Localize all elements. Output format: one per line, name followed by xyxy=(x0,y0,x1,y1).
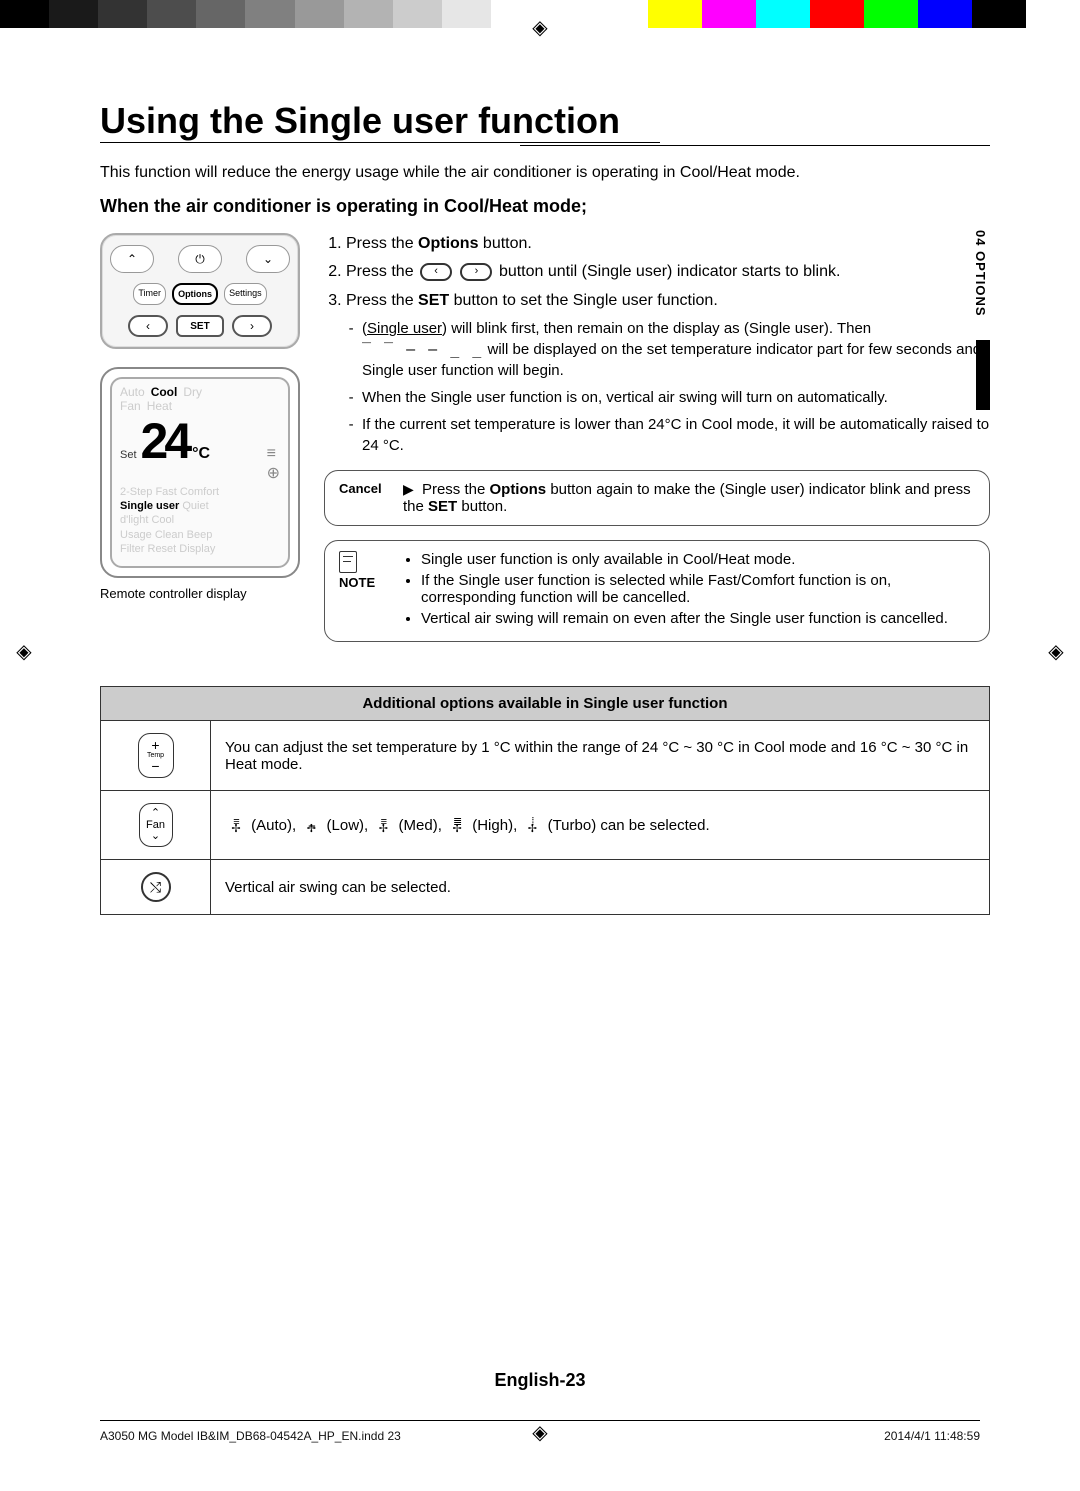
remote-power-icon: ⏻ xyxy=(178,245,222,273)
step-1: Press the Options button. xyxy=(346,233,990,255)
remote-settings-button: Settings xyxy=(224,283,267,305)
remote-down-icon: ⌄ xyxy=(246,245,290,273)
footer-timestamp: 2014/4/1 11:48:59 xyxy=(884,1429,980,1443)
subheading: When the air conditioner is operating in… xyxy=(100,196,990,217)
temperature-unit: °C xyxy=(192,445,210,463)
single-user-indicator: Single user xyxy=(120,500,179,512)
nav-right-icon: › xyxy=(232,315,272,337)
set-button: SET xyxy=(176,315,224,337)
section-tab: 04 OPTIONS xyxy=(973,230,988,317)
note-item: Vertical air swing will remain on even a… xyxy=(421,610,975,627)
temperature-value: 24 xyxy=(141,416,189,466)
cancel-callout: Cancel ▶ Press the Options button again … xyxy=(324,470,990,526)
display-options-line: d'light Cool xyxy=(120,513,280,527)
note-label: NOTE xyxy=(339,575,375,590)
remote-timer-button: Timer xyxy=(133,283,166,305)
set-label: Set xyxy=(120,449,137,461)
step-2: Press the ‹ › button until (Single user)… xyxy=(346,261,990,283)
fan-speed-icon: ⁞✢ xyxy=(523,820,541,832)
note-item: If the Single user function is selected … xyxy=(421,572,975,606)
fan-row-text: ≡✢ (Auto), ‗✢ (Low), ≡✢ (Med), ≣✢ (High)… xyxy=(211,791,990,860)
remote-controller-illustration: ⌃ ⏻ ⌄ Timer Options Settings ‹ SET › xyxy=(100,233,300,349)
step-3c: If the current set temperature is lower … xyxy=(362,414,990,456)
step-3b: When the Single user function is on, ver… xyxy=(362,387,990,408)
fan-button-icon: ⌃Fan⌄ xyxy=(101,791,211,860)
page-title: Using the Single user function xyxy=(100,100,660,143)
title-rule xyxy=(520,145,990,146)
nav-left-icon: ‹ xyxy=(128,315,168,337)
fan-speed-icon: ‗✢ xyxy=(302,820,320,832)
temp-row-text: You can adjust the set temperature by 1 … xyxy=(211,721,990,791)
page-number: English-23 xyxy=(0,1370,1080,1391)
step-3: Press the SET button to set the Single u… xyxy=(346,290,990,456)
note-icon xyxy=(339,551,357,573)
fan-speed-icon: ≣✢ xyxy=(448,820,466,832)
display-options-line: 2-Step Fast Comfort xyxy=(120,485,280,499)
instruction-steps: Press the Options button. Press the ‹ › … xyxy=(324,233,990,456)
table-row: ⤭ Vertical air swing can be selected. xyxy=(101,860,990,915)
fan-speed-icon: ≡✢ xyxy=(227,820,245,832)
arrow-icon: ▶ xyxy=(403,481,414,497)
additional-options-table: Additional options available in Single u… xyxy=(100,686,990,915)
note-item: Single user function is only available i… xyxy=(421,551,975,568)
remote-display-illustration: AutoCoolDry FanHeat Set 24 °C ≡⊕ 2-Step … xyxy=(100,367,300,578)
swing-button-icon: ⤭ xyxy=(101,860,211,915)
table-header: Additional options available in Single u… xyxy=(101,687,990,721)
table-row: +Temp− You can adjust the set temperatur… xyxy=(101,721,990,791)
table-row: ⌃Fan⌄ ≡✢ (Auto), ‗✢ (Low), ≡✢ (Med), ≣✢ … xyxy=(101,791,990,860)
swing-row-text: Vertical air swing can be selected. xyxy=(211,860,990,915)
remote-up-icon: ⌃ xyxy=(110,245,154,273)
nav-right-icon: › xyxy=(460,263,492,281)
display-options-line: Filter Reset Display xyxy=(120,542,280,556)
footer-file: A3050 MG Model IB&IM_DB68-04542A_HP_EN.i… xyxy=(100,1429,401,1443)
display-options-line: Usage Clean Beep xyxy=(120,528,280,542)
nav-left-icon: ‹ xyxy=(420,263,452,281)
temp-dash-indicator: ‾ ‾ – – _ _ xyxy=(362,339,483,360)
fan-speed-icon: ≡✢ xyxy=(374,820,392,832)
cancel-label: Cancel xyxy=(339,481,389,515)
footer: A3050 MG Model IB&IM_DB68-04542A_HP_EN.i… xyxy=(100,1429,980,1443)
step-3a: (Single user) will blink first, then rem… xyxy=(362,318,990,381)
temp-button-icon: +Temp− xyxy=(101,721,211,791)
note-callout: NOTE Single user function is only availa… xyxy=(324,540,990,642)
display-caption: Remote controller display xyxy=(100,586,300,601)
intro-text: This function will reduce the energy usa… xyxy=(100,164,990,182)
quiet-indicator: Quiet xyxy=(182,500,208,512)
footer-rule xyxy=(100,1420,980,1421)
remote-options-button: Options xyxy=(172,283,218,305)
section-tab-marker xyxy=(976,340,990,410)
